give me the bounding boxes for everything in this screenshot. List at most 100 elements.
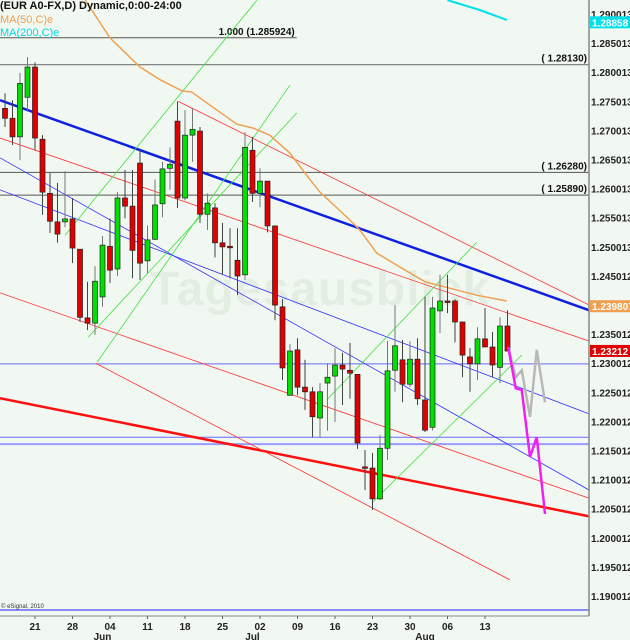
candle-up: [99, 244, 106, 298]
candle-up: [407, 358, 413, 385]
candle-up: [437, 300, 443, 312]
x-tick-label: 09: [292, 622, 304, 633]
y-tick-label: 1.250013: [591, 243, 630, 254]
trendline: [326, 241, 478, 401]
horizontal-line-label: ( 1.25890): [541, 184, 587, 195]
candle-up: [204, 202, 211, 215]
candle-down: [354, 373, 361, 444]
candle-up: [92, 280, 98, 324]
candle-down: [482, 338, 488, 348]
candle-up: [189, 128, 196, 136]
y-tick-label: 1.275013: [591, 97, 630, 108]
y-tick-label: 1.195012: [591, 563, 630, 574]
candle-down: [399, 359, 406, 385]
candle-down: [234, 259, 241, 277]
candle-down: [2, 108, 8, 119]
trendline: [64, 0, 258, 236]
x-tick-label: 11: [142, 622, 153, 633]
candle-down: [422, 399, 428, 431]
candle-down: [39, 138, 46, 193]
candle-up: [377, 447, 383, 500]
x-tick-label: 28: [67, 622, 79, 633]
candle-down: [309, 391, 316, 418]
y-tick-label: 1.245012: [591, 272, 630, 283]
candle-up: [392, 345, 398, 371]
y-tick-label: 1.280013: [591, 68, 630, 79]
y-tick-label: 1.225012: [591, 388, 630, 399]
candle-down: [54, 221, 61, 235]
x-tick-label: 23: [367, 622, 379, 633]
candle-down: [77, 248, 83, 318]
candle-up: [257, 180, 263, 194]
trendline: [87, 112, 298, 338]
candle-down: [122, 197, 128, 207]
price-label: 1.23212: [592, 347, 629, 358]
candle-up: [429, 307, 436, 428]
y-tick-label: 1.270013: [591, 126, 630, 137]
x-tick-label: 04: [104, 622, 116, 633]
candle-up: [152, 204, 158, 240]
x-tick-label: 06: [442, 622, 454, 633]
y-tick-label: 1.220012: [591, 417, 630, 428]
candle-up: [474, 338, 481, 365]
chart-title: (EUR A0-FX,D) Dynamic,0:00-24:00: [0, 0, 182, 12]
candle-up: [17, 82, 23, 138]
candle-up: [384, 370, 391, 449]
projection-gray-path: [507, 346, 547, 418]
candle-down: [272, 225, 278, 306]
candle-down: [84, 317, 91, 324]
x-tick-label: 02: [254, 622, 266, 633]
candle-down: [489, 346, 496, 366]
ma50-line: [84, 0, 507, 302]
price-label-bg: [590, 344, 630, 357]
candle-up: [317, 391, 323, 419]
candle-down: [212, 207, 218, 244]
candle-up: [159, 168, 166, 205]
candle-down: [129, 205, 136, 251]
candle-down: [227, 245, 233, 249]
candle-down: [197, 130, 203, 215]
candle-down: [504, 325, 511, 352]
y-tick-label: 1.255013: [591, 214, 630, 225]
candle-down: [369, 467, 376, 500]
ma200-line: [447, 0, 508, 21]
price-label-bg: [590, 16, 630, 29]
candle-down: [362, 466, 368, 469]
price-label-bg: [590, 300, 630, 313]
trendline: [0, 189, 589, 415]
candle-up: [167, 163, 173, 169]
candle-up: [287, 350, 293, 396]
x-tick-label: 18: [179, 622, 191, 633]
trendline: [0, 99, 589, 312]
candle-down: [467, 356, 473, 365]
candle-down: [69, 218, 76, 249]
candle-up: [242, 147, 248, 276]
y-tick-label: 1.215012: [591, 447, 630, 458]
candle-down: [264, 180, 271, 227]
trendline: [371, 354, 523, 504]
candle-up: [144, 239, 151, 262]
candle-down: [294, 349, 301, 388]
month-label: Jul: [245, 632, 260, 640]
candle-down: [302, 386, 308, 393]
candle-up: [114, 197, 121, 270]
y-tick-label: 1.260013: [591, 185, 630, 196]
trendline: [178, 101, 589, 306]
horizontal-line-label: ( 1.28130): [541, 54, 587, 65]
y-tick-label: 1.190012: [591, 592, 630, 603]
x-tick-label: 16: [329, 622, 341, 633]
price-label: 1.28858: [592, 18, 629, 29]
horizontal-line-label: ( 1.26280): [541, 161, 587, 172]
legend-ma200: MA(200,C)e: [0, 27, 60, 39]
candle-up: [324, 376, 331, 384]
y-tick-label: 1.210012: [591, 476, 630, 487]
candle-up: [497, 325, 503, 368]
trendline: [0, 292, 589, 499]
y-tick-label: 1.230012: [591, 359, 630, 370]
y-tick-label: 1.235012: [591, 330, 630, 341]
candle-down: [219, 242, 226, 248]
y-tick-label: 1.200012: [591, 534, 630, 545]
candle-down: [414, 358, 421, 400]
candle-down: [347, 369, 353, 374]
